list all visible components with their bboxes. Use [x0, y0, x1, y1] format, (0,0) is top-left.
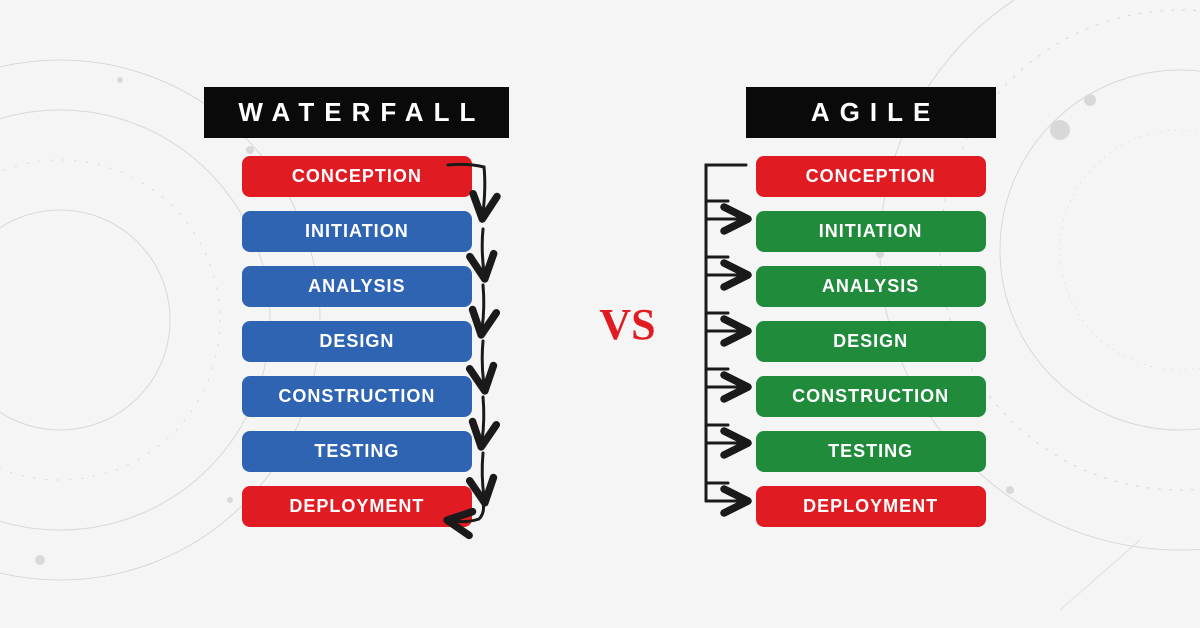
agile-stages: CONCEPTION INITIATION ANALYSIS DESIGN CONSTR… [756, 156, 986, 541]
agile-stage: CONCEPTION [756, 156, 986, 197]
agile-stage: ANALYSIS [756, 266, 986, 307]
agile-title: AGILE [746, 87, 996, 138]
waterfall-stage: DEPLOYMENT [242, 486, 472, 527]
diagram-root: WATERFALL CONCEPTION INITIATION ANALYSIS DE… [0, 0, 1200, 628]
agile-stage: INITIATION [756, 211, 986, 252]
waterfall-stage: DESIGN [242, 321, 472, 362]
agile-stage: DEPLOYMENT [756, 486, 986, 527]
waterfall-stage: CONCEPTION [242, 156, 472, 197]
waterfall-stage: INITIATION [242, 211, 472, 252]
agile-column: AGILE CONCEPTION INITIATION ANALYSIS DESIGN… [746, 87, 996, 541]
waterfall-stage: ANALYSIS [242, 266, 472, 307]
agile-stage: TESTING [756, 431, 986, 472]
waterfall-stage: TESTING [242, 431, 472, 472]
agile-stage: CONSTRUCTION [756, 376, 986, 417]
vs-label: VS [599, 299, 655, 350]
waterfall-stages: CONCEPTION INITIATION ANALYSIS DESIGN CONSTR… [242, 156, 472, 541]
agile-stage: DESIGN [756, 321, 986, 362]
waterfall-stage: CONSTRUCTION [242, 376, 472, 417]
waterfall-title: WATERFALL [204, 87, 509, 138]
waterfall-column: WATERFALL CONCEPTION INITIATION ANALYSIS DE… [204, 87, 509, 541]
